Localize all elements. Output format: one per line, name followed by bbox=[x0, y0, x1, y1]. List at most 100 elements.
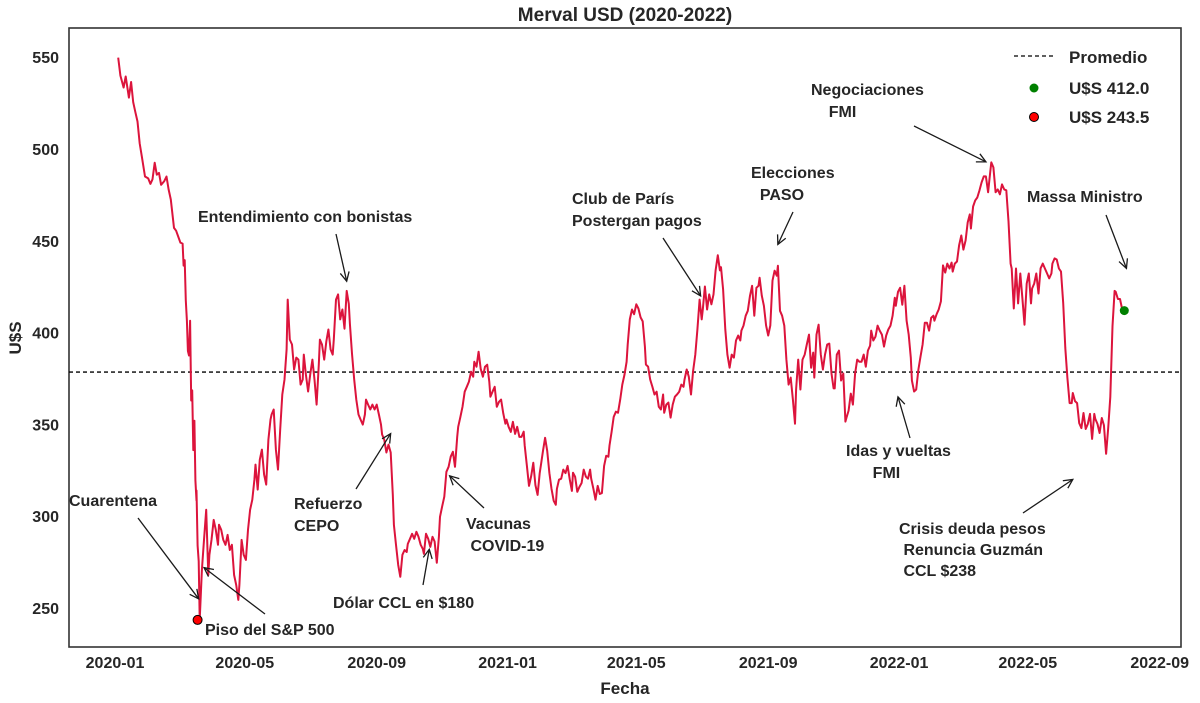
annotation-arrowhead bbox=[339, 271, 350, 283]
marker-current bbox=[1119, 306, 1129, 316]
annotation-line: COVID-19 bbox=[466, 538, 544, 555]
annotation-line: Club de París bbox=[572, 191, 674, 208]
annotation-arrow bbox=[777, 211, 794, 245]
annotation-arrow bbox=[137, 517, 200, 600]
annotation-line: FMI bbox=[846, 465, 900, 482]
y-tick-label: 450 bbox=[32, 234, 59, 251]
annotation-arrowhead bbox=[776, 234, 787, 246]
x-tick-label: 2021-09 bbox=[739, 655, 798, 672]
annotation-text: Elecciones PASO bbox=[751, 165, 835, 204]
annotation-arrowhead bbox=[422, 547, 433, 560]
annotation-vacunas: Vacunas COVID-19 bbox=[448, 474, 544, 555]
annotation-arrowhead bbox=[975, 153, 988, 163]
annotation-arrowhead bbox=[381, 432, 392, 444]
annotation-arrow bbox=[913, 125, 987, 163]
annotation-line: CCL $238 bbox=[899, 563, 976, 580]
markers bbox=[192, 306, 1129, 625]
annotation-line: Vacunas bbox=[466, 516, 531, 533]
annotation-arrowhead bbox=[202, 566, 215, 577]
x-tick-label: 2022-05 bbox=[998, 655, 1057, 672]
annotation-arrow bbox=[662, 237, 702, 297]
legend-current-label: U$S 412.0 bbox=[1069, 79, 1149, 98]
annotation-line: Piso del S&P 500 bbox=[205, 622, 335, 639]
x-tick-label: 2021-05 bbox=[607, 655, 666, 672]
annotation-arrow bbox=[203, 567, 266, 615]
annotation-line: Refuerzo bbox=[294, 496, 363, 513]
annotation-crisis: Crisis deuda pesos Renuncia Guzmán CCL $… bbox=[899, 478, 1075, 580]
annotation-arrowhead bbox=[448, 474, 460, 486]
legend-promedio-label: Promedio bbox=[1069, 48, 1147, 67]
y-axis-label: U$S bbox=[6, 321, 25, 354]
y-tick-label: 350 bbox=[32, 417, 59, 434]
annotation-arrowhead bbox=[691, 285, 702, 298]
annotation-massa: Massa Ministro bbox=[1027, 189, 1143, 270]
annotation-idas-vueltas: Idas y vueltas FMI bbox=[846, 395, 951, 482]
annotation-arrow bbox=[355, 433, 392, 490]
y-axis-ticks: 250 300 350 400 450 500 550 bbox=[32, 50, 59, 618]
marker-minimum bbox=[192, 614, 203, 625]
x-tick-label: 2020-05 bbox=[215, 655, 274, 672]
annotation-club-paris: Club de París Postergan pagos bbox=[572, 191, 702, 298]
annotation-line: Entendimiento con bonistas bbox=[198, 209, 412, 226]
annotation-text: Piso del S&P 500 bbox=[205, 622, 335, 639]
plot-frame bbox=[68, 27, 1182, 648]
annotation-text: Entendimiento con bonistas bbox=[198, 209, 412, 226]
x-axis-label: Fecha bbox=[600, 679, 650, 698]
annotation-line: Negociaciones bbox=[811, 82, 924, 99]
annotation-negociaciones: Negociaciones FMI bbox=[811, 82, 988, 163]
annotation-cepo: Refuerzo CEPO bbox=[294, 432, 392, 535]
annotation-line: Dólar CCL en $180 bbox=[333, 595, 474, 612]
annotation-line: FMI bbox=[811, 104, 856, 121]
annotation-line: Elecciones bbox=[751, 165, 835, 182]
annotation-arrowhead bbox=[895, 395, 906, 407]
annotation-text: Club de París Postergan pagos bbox=[572, 191, 702, 230]
annotation-arrow bbox=[449, 475, 485, 509]
annotation-line: Idas y vueltas bbox=[846, 443, 951, 460]
annotation-text: Massa Ministro bbox=[1027, 189, 1143, 206]
annotation-line: Renuncia Guzmán bbox=[899, 542, 1043, 559]
annotation-arrow bbox=[335, 233, 348, 282]
x-axis-ticks: 2020-01 2020-05 2020-09 2021-01 2021-05 2021-… bbox=[86, 655, 1190, 672]
annotation-text: Crisis deuda pesos Renuncia Guzmán CCL $… bbox=[899, 521, 1046, 580]
annotation-line: Massa Ministro bbox=[1027, 189, 1143, 206]
annotation-piso-sp500: Piso del S&P 500 bbox=[202, 566, 335, 639]
annotation-text: Vacunas COVID-19 bbox=[466, 516, 544, 555]
x-tick-label: 2021-01 bbox=[478, 655, 537, 672]
annotations: Cuarentena Piso del S&P 500 Entendimiento … bbox=[69, 82, 1143, 639]
y-tick-label: 500 bbox=[32, 142, 59, 159]
annotation-text: Cuarentena bbox=[69, 493, 157, 510]
annotation-arrowhead bbox=[189, 588, 200, 600]
annotation-text: Dólar CCL en $180 bbox=[333, 595, 474, 612]
annotation-line: CEPO bbox=[294, 518, 339, 535]
annotation-bonistas: Entendimiento con bonistas bbox=[198, 209, 412, 283]
annotation-text: Refuerzo CEPO bbox=[294, 496, 363, 535]
annotation-cuarentena: Cuarentena bbox=[69, 493, 200, 600]
legend: Promedio U$S 412.0 U$S 243.5 bbox=[1014, 48, 1149, 127]
legend-min-label: U$S 243.5 bbox=[1069, 108, 1149, 127]
annotation-line: Postergan pagos bbox=[572, 213, 702, 230]
annotation-arrow bbox=[1105, 214, 1128, 269]
annotation-line: PASO bbox=[751, 187, 804, 204]
annotation-arrow bbox=[897, 396, 911, 439]
annotation-line: Crisis deuda pesos bbox=[899, 521, 1046, 538]
annotation-ccl-180: Dólar CCL en $180 bbox=[333, 547, 474, 612]
annotation-arrow bbox=[1022, 478, 1074, 514]
legend-min-swatch bbox=[1029, 112, 1039, 122]
annotation-text: Idas y vueltas FMI bbox=[846, 443, 951, 482]
x-tick-label: 2020-01 bbox=[86, 655, 145, 672]
annotation-arrowhead bbox=[1062, 478, 1075, 489]
annotation-arrowhead bbox=[1118, 258, 1129, 270]
y-tick-label: 250 bbox=[32, 601, 59, 618]
x-tick-label: 2020-09 bbox=[347, 655, 406, 672]
series-line bbox=[117, 57, 1125, 621]
x-tick-label: 2022-09 bbox=[1130, 655, 1189, 672]
annotation-text: Negociaciones FMI bbox=[811, 82, 924, 121]
y-tick-label: 550 bbox=[32, 50, 59, 67]
y-tick-label: 300 bbox=[32, 509, 59, 526]
annotation-paso: Elecciones PASO bbox=[751, 165, 835, 246]
chart-title: Merval USD (2020-2022) bbox=[518, 5, 732, 26]
legend-current-swatch bbox=[1029, 83, 1039, 93]
x-tick-label: 2022-01 bbox=[870, 655, 929, 672]
y-tick-label: 400 bbox=[32, 326, 59, 343]
